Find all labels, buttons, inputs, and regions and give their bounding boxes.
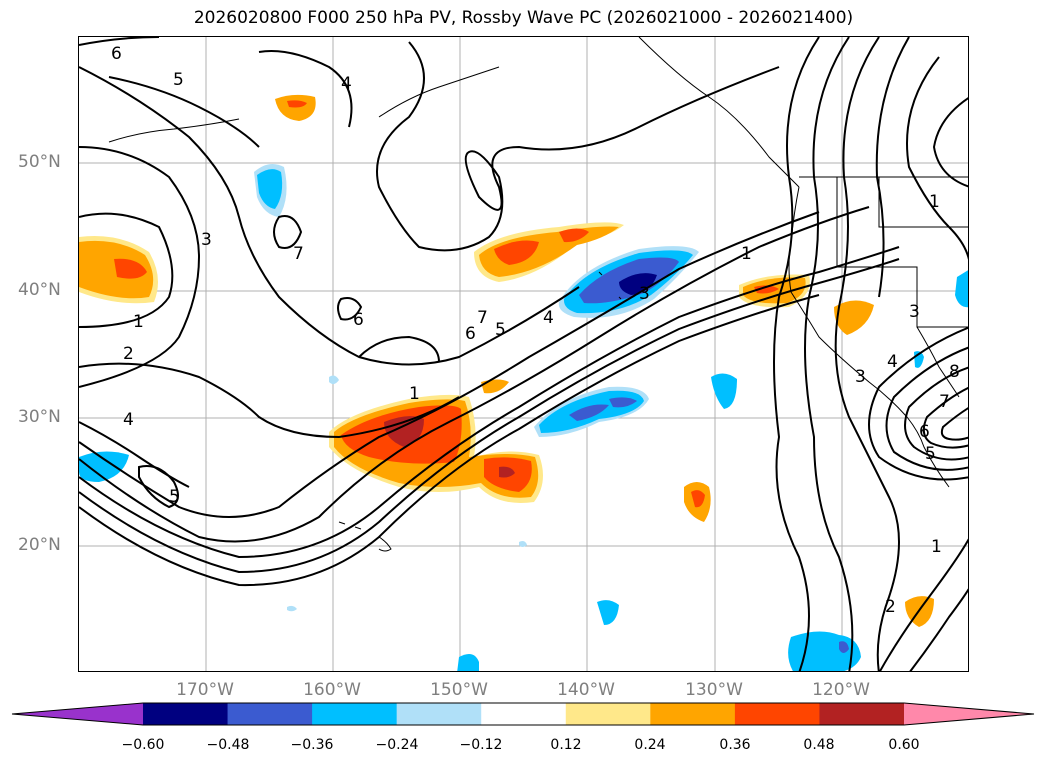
contour-label: 4 bbox=[887, 352, 898, 372]
contour-label: 6 bbox=[465, 324, 476, 344]
lat-label-20n: 20°N bbox=[18, 535, 61, 555]
contour-label: 7 bbox=[477, 308, 488, 328]
map-title: 2026020800 F000 250 hPa PV, Rossby Wave … bbox=[193, 8, 854, 28]
colorbar-tick: 0.48 bbox=[803, 737, 835, 753]
contour-label: 2 bbox=[123, 344, 134, 364]
colorbar-bin bbox=[819, 703, 905, 725]
lon-label-120w: 120°W bbox=[812, 680, 870, 700]
colorbar-tick: −0.24 bbox=[375, 737, 419, 753]
lon-label-160w: 160°W bbox=[303, 680, 361, 700]
lat-label-50n: 50°N bbox=[18, 152, 61, 172]
lat-label-30n: 30°N bbox=[18, 407, 61, 427]
contour-label: 5 bbox=[495, 320, 506, 340]
colorbar-tick: 0.36 bbox=[719, 737, 751, 753]
colorbar-bin bbox=[650, 703, 736, 725]
colorbar-tick: 0.60 bbox=[888, 737, 920, 753]
colorbar-outline bbox=[11, 702, 1035, 726]
contour-label: 5 bbox=[169, 487, 180, 507]
colorbar bbox=[11, 702, 1035, 726]
contour-label: 1 bbox=[929, 192, 940, 212]
colorbar-tick: −0.60 bbox=[121, 737, 165, 753]
colorbar-under-extension bbox=[12, 703, 143, 725]
contour-label: 3 bbox=[909, 302, 920, 322]
contour-label: 1 bbox=[133, 312, 144, 332]
colorbar-bin bbox=[481, 703, 567, 725]
contour-label: 3 bbox=[639, 284, 650, 304]
contour-labels: 6 5 4 3 1 2 4 5 7 6 1 7 6 5 4 3 1 1 3 4 … bbox=[111, 44, 960, 617]
colorbar-tick: −0.12 bbox=[459, 737, 503, 753]
contour-label: 6 bbox=[919, 422, 930, 442]
colorbar-bin bbox=[312, 703, 398, 725]
contour-label: 5 bbox=[173, 70, 184, 90]
positive-anomaly-shading bbox=[79, 94, 934, 627]
contour-label: 6 bbox=[111, 44, 122, 64]
contour-label: 2 bbox=[885, 597, 896, 617]
colorbar-bin bbox=[143, 703, 229, 725]
lon-label-140w: 140°W bbox=[557, 680, 615, 700]
contour-label: 3 bbox=[855, 367, 866, 387]
map-panel: 6 5 4 3 1 2 4 5 7 6 1 7 6 5 4 3 1 1 3 4 … bbox=[78, 36, 969, 672]
contour-label: 4 bbox=[543, 308, 554, 328]
colorbar-bin bbox=[734, 703, 820, 725]
contour-label: 4 bbox=[341, 74, 352, 94]
lon-label-150w: 150°W bbox=[430, 680, 488, 700]
colorbar-bin bbox=[396, 703, 482, 725]
colorbar-tick: 0.24 bbox=[634, 737, 666, 753]
negative-anomaly-shading bbox=[79, 163, 968, 671]
map-canvas: 6 5 4 3 1 2 4 5 7 6 1 7 6 5 4 3 1 1 3 4 … bbox=[79, 37, 968, 671]
lon-label-130w: 130°W bbox=[685, 680, 743, 700]
lon-label-170w: 170°W bbox=[176, 680, 234, 700]
pv-contours bbox=[79, 37, 968, 671]
colorbar-bin bbox=[565, 703, 651, 725]
colorbar-over-extension bbox=[904, 703, 1034, 725]
lat-label-40n: 40°N bbox=[18, 280, 61, 300]
contour-label: 7 bbox=[939, 392, 950, 412]
colorbar-bin bbox=[227, 703, 313, 725]
contour-label: 4 bbox=[123, 410, 134, 430]
contour-label: 1 bbox=[741, 244, 752, 264]
contour-label: 5 bbox=[925, 444, 936, 464]
contour-label: 1 bbox=[409, 384, 420, 404]
contour-label: 6 bbox=[353, 310, 364, 330]
colorbar-tick: 0.12 bbox=[550, 737, 582, 753]
contour-label: 1 bbox=[931, 537, 942, 557]
contour-label: 7 bbox=[293, 244, 304, 264]
contour-label: 8 bbox=[949, 362, 960, 382]
contour-label: 3 bbox=[201, 230, 212, 250]
colorbar-segments bbox=[11, 702, 1035, 726]
colorbar-tick: −0.36 bbox=[290, 737, 334, 753]
colorbar-tick: −0.48 bbox=[206, 737, 250, 753]
